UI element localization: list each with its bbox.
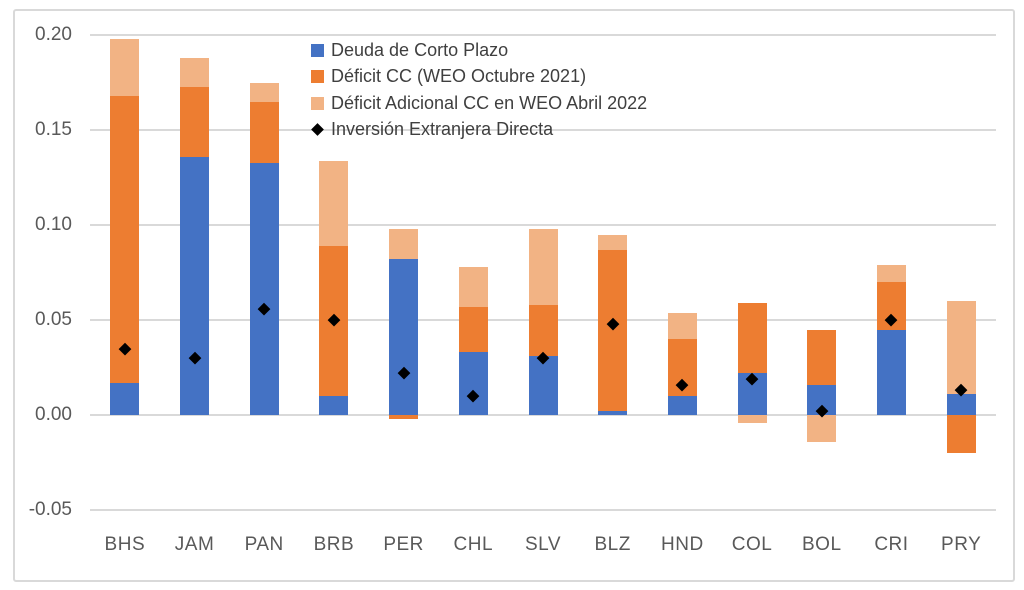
bar-segment-PAN [249,101,279,163]
bar-segment-BHS [110,382,140,415]
x-axis-label-CRI: CRI [874,534,909,555]
legend-item-deuda: Deuda de Corto Plazo [311,37,647,64]
legend-swatch-deficit-cc-square-icon [311,70,324,84]
y-axis-tick-label: 0.10 [35,214,72,236]
bar-segment-BLZ [598,249,628,412]
x-axis-label-CHL: CHL [453,534,494,555]
bar-segment-PER [389,259,419,415]
x-axis-label-HND: HND [661,534,704,555]
x-axis-label-BHS: BHS [104,534,146,555]
gridline [90,129,996,132]
bar-segment-HND [667,396,697,415]
bar-segment-COL [737,303,767,374]
gridline [90,224,996,227]
bar-segment-PRY [946,415,976,453]
bar-segment-COL [737,415,767,423]
bar-segment-BLZ [598,234,628,250]
bar-segment-PAN [249,162,279,415]
y-axis-tick-label: -0.05 [28,498,72,520]
gridline [90,34,996,37]
bar-segment-BOL [807,329,837,385]
bar-segment-SLV [528,356,558,415]
bar-segment-CRI [876,265,906,283]
bar-segment-CHL [458,266,488,307]
legend-label-deuda: Deuda de Corto Plazo [331,39,509,60]
y-axis-tick-label: 0.15 [35,119,72,141]
bar-segment-JAM [180,156,210,415]
bar-segment-BRB [319,160,349,247]
legend: Deuda de Corto Plazo Déficit CC (WEO Oct… [311,37,647,143]
bar-segment-PRY [946,301,976,395]
x-axis-label-JAM: JAM [174,534,215,555]
legend-swatch-deficit-adicional-square-icon [311,96,324,110]
x-axis-label-PRY: PRY [941,534,982,555]
bar-segment-CHL [458,352,488,415]
legend-swatch-ied-diamond-icon [311,123,324,137]
legend-swatch-deuda-square-icon [311,43,324,57]
bar-segment-BLZ [598,411,628,415]
gridline [90,414,996,416]
bar-segment-JAM [180,86,210,157]
x-axis-label-SLV: SLV [524,534,561,555]
legend-item-ied: Inversión Extranjera Directa [311,117,647,144]
y-axis-tick-label: 0.00 [35,404,72,425]
bar-segment-PAN [249,82,279,102]
legend-label-deficit-adicional: Déficit Adicional CC en WEO Abril 2022 [331,92,648,113]
y-axis-tick-label: 0.05 [35,309,72,331]
gridline [90,508,996,511]
bar-segment-HND [667,312,697,340]
bar-segment-BOL [807,415,837,442]
bar-segment-BHS [110,39,140,97]
x-axis-label-PER: PER [383,534,424,555]
bar-segment-PER [389,415,419,419]
bar-segment-SLV [528,228,558,305]
legend-item-deficit-cc: Déficit CC (WEO Octubre 2021) [311,64,647,91]
bar-segment-CRI [876,329,906,415]
x-axis-label-BOL: BOL [802,534,842,555]
bar-segment-CHL [458,306,488,353]
x-axis-label-PAN: PAN [244,534,284,555]
x-axis-label-COL: COL [731,534,773,555]
x-axis-label-BLZ: BLZ [594,534,631,555]
y-axis-tick-label: 0.20 [35,24,72,46]
bar-segment-JAM [180,58,210,87]
legend-label-deficit-cc: Déficit CC (WEO Octubre 2021) [331,66,587,87]
bar-segment-SLV [528,304,558,357]
legend-item-deficit-adicional: Déficit Adicional CC en WEO Abril 2022 [311,90,647,117]
x-axis-label-BRB: BRB [313,534,355,555]
bar-segment-PRY [946,394,976,415]
bar-segment-BRB [319,396,349,415]
chart-frame [13,9,1015,582]
bar-segment-BHS [110,96,140,383]
legend-label-ied: Inversión Extranjera Directa [331,119,554,140]
bar-segment-PER [389,228,419,260]
